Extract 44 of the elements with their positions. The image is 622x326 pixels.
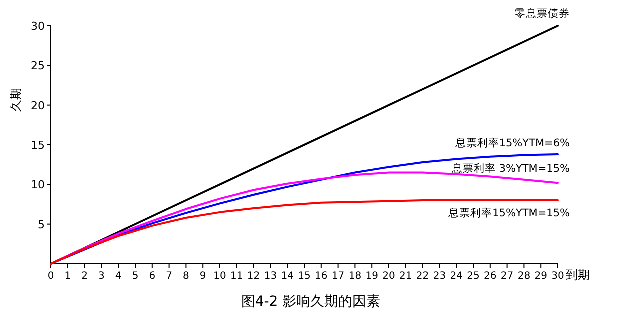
x-tick-label: 3 xyxy=(98,271,105,282)
x-tick-label: 16 xyxy=(315,271,328,282)
x-tick-label: 6 xyxy=(149,271,156,282)
x-tick-label: 24 xyxy=(450,271,463,282)
x-tick-label: 9 xyxy=(200,271,206,282)
x-tick-label: 11 xyxy=(230,271,244,282)
x-tick-label: 13 xyxy=(264,271,278,282)
y-tick-label: 25 xyxy=(31,60,45,73)
x-tick-label: 27 xyxy=(500,271,514,282)
x-tick-label: 21 xyxy=(400,271,412,282)
x-tick-label: 4 xyxy=(115,271,122,282)
y-tick-label: 5 xyxy=(38,218,45,232)
x-tick-label: 2 xyxy=(82,271,88,282)
x-tick-label: 10 xyxy=(214,271,226,282)
series-label: 零息票债券 xyxy=(515,7,570,20)
y-tick-label: 15 xyxy=(31,139,45,152)
x-tick-label: 23 xyxy=(433,271,446,282)
text: 图4-2 影响久期的因素 xyxy=(241,294,381,310)
x-tick-label: 30 xyxy=(552,271,564,282)
x-tick-label: 1 xyxy=(64,271,72,282)
y-tick-label: 10 xyxy=(31,178,45,192)
x-tick-label: 14 xyxy=(281,271,294,282)
series-label: 息票利率 3%YTM=15% xyxy=(450,162,570,176)
x-tick-label: 5 xyxy=(132,271,139,282)
y-tick-label: 20 xyxy=(31,99,45,112)
x-tick-label: 18 xyxy=(348,271,362,282)
x-tick-label: 22 xyxy=(416,271,430,282)
x-tick-label: 20 xyxy=(382,271,396,282)
x-tick-label: 17 xyxy=(332,271,345,282)
x-tick-label: 25 xyxy=(467,271,480,282)
series-label: 息票利率15%YTM=6% xyxy=(454,136,570,150)
x-tick-label: 29 xyxy=(534,271,548,282)
x-axis-title: 到期 xyxy=(566,268,590,282)
x-tick-label: 7 xyxy=(166,271,172,282)
x-tick-label: 26 xyxy=(484,271,497,282)
series-label: 息票利率15%YTM=15% xyxy=(448,206,570,220)
x-tick-label: 15 xyxy=(298,271,311,282)
y-tick-label: 30 xyxy=(31,20,45,33)
y-axis-title: 久期 xyxy=(9,88,23,112)
x-tick-label: 28 xyxy=(518,271,531,282)
x-tick-label: 19 xyxy=(366,271,378,282)
x-tick-label: 8 xyxy=(183,271,190,282)
x-tick-label: 0 xyxy=(48,271,54,282)
x-tick-label: 12 xyxy=(247,271,260,282)
